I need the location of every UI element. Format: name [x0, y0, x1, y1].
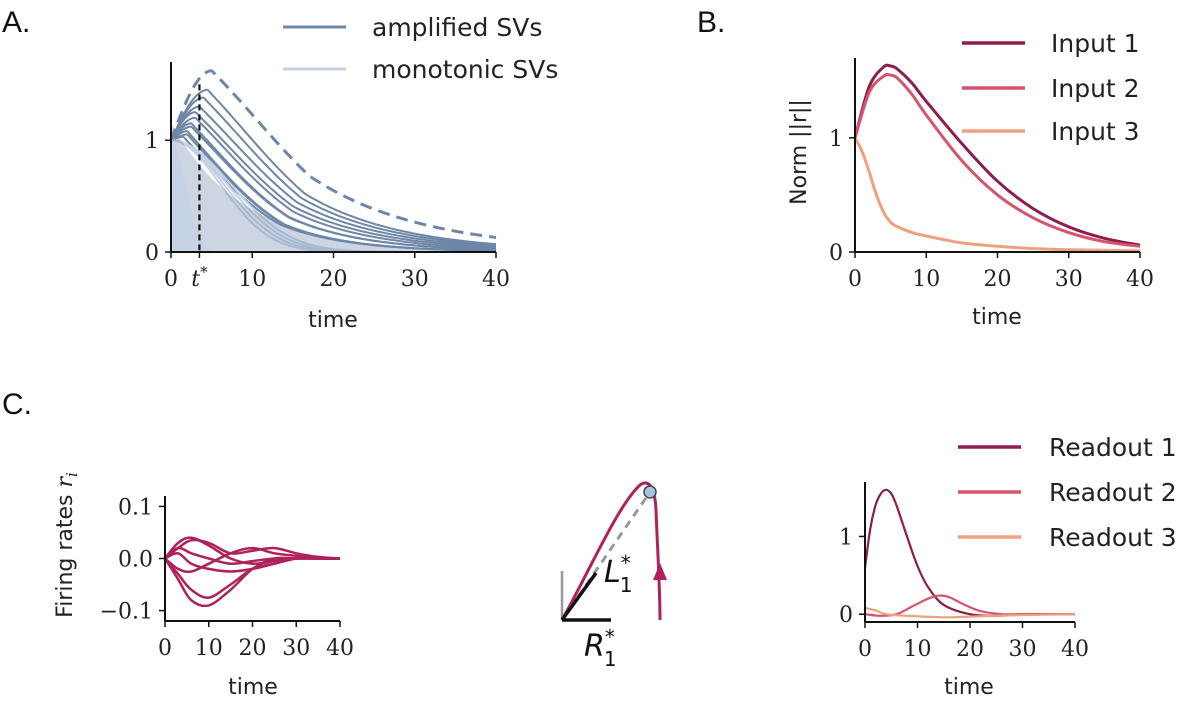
- legend-label-input-2: Input 2: [1051, 74, 1140, 103]
- amplified-sv-line: [170, 116, 497, 250]
- firing-rate-line: [164, 546, 340, 565]
- panel-c3-xtick-label: 30: [1009, 637, 1037, 662]
- l-vector-label: L* 1: [604, 551, 632, 597]
- panel-b-xtick-label: 10: [912, 267, 940, 292]
- panel-c3-ytick-label: 0: [839, 603, 853, 628]
- envelope-dashed-line: [169, 69, 497, 239]
- panel-a-xtick-label: t*: [191, 263, 208, 292]
- panel-b-legend: Input 1 Input 2 Input 3: [962, 29, 1140, 146]
- panel-c1-xtick-label: 30: [282, 636, 310, 661]
- panel-b-xtick-label: 20: [984, 267, 1012, 292]
- panel-c3-xtick-label: 40: [1061, 637, 1089, 662]
- panel-a-chart: 0 t* 10 20 30 40 0 1 time amplified SVs monoton…: [145, 13, 558, 333]
- panel-b-xtick-label: 0: [848, 267, 862, 292]
- panel-letter-b: B.: [697, 6, 725, 39]
- panel-c3-xtick-label: 10: [904, 637, 932, 662]
- panel-c1-xtick-label: 0: [158, 636, 172, 661]
- firing-rate-line: [164, 538, 341, 560]
- legend-label-monotonic: monotonic SVs: [372, 55, 558, 84]
- panel-c1-xtick-label: 10: [195, 636, 223, 661]
- panel-c-readout-series: [863, 488, 1076, 619]
- panel-a-legend: amplified SVs monotonic SVs: [283, 13, 558, 84]
- panel-b-xtick-label: 30: [1055, 267, 1083, 292]
- legend-label-input-3: Input 3: [1051, 117, 1140, 146]
- state-point-marker: [643, 485, 657, 499]
- amplified-sv-line: [170, 88, 497, 246]
- panel-c3-xtick-label: 0: [858, 637, 872, 662]
- input-2-line: [853, 72, 1141, 248]
- panel-a-series: [169, 69, 497, 253]
- amplified-sv-line: [170, 96, 497, 247]
- readout-2-line: [864, 594, 1075, 617]
- panel-a-ytick-label: 0: [145, 241, 159, 266]
- panel-a-xlabel: time: [308, 308, 358, 333]
- panel-c1-ytick-label: −0.1: [100, 600, 153, 625]
- readout-3-line: [864, 606, 1076, 619]
- panel-b-ticks: 0 10 20 30 40 0 1: [829, 127, 1154, 292]
- panel-c3-xlabel: time: [944, 675, 994, 700]
- panel-c-firing-rates-series: [163, 536, 341, 608]
- panel-letter-c: C.: [2, 388, 32, 421]
- panel-c3-ytick-label: 1: [839, 525, 853, 550]
- dashed-projection-line: [560, 491, 652, 621]
- amplified-sv-line: [170, 125, 497, 251]
- monotonic-sv-density-band: [171, 140, 269, 252]
- panel-c1-xlabel: time: [228, 675, 278, 700]
- l-vector: [560, 571, 598, 622]
- panel-c3-xtick-label: 20: [956, 637, 984, 662]
- panel-b-ylabel: Norm ||r||: [787, 99, 812, 205]
- panel-a-xtick-label: 30: [401, 267, 429, 292]
- panel-a-ytick-label: 1: [145, 129, 159, 154]
- amplified-sv-line: [170, 111, 497, 249]
- panel-c3-legend: Readout 1 Readout 2 Readout 3: [958, 433, 1177, 552]
- panel-a-xtick-label: 20: [320, 267, 348, 292]
- panel-a-xtick-label: 10: [238, 267, 266, 292]
- panel-c1-ticks: 0 10 20 30 40 0.1 0.0 −0.1: [100, 495, 354, 661]
- panel-c-state-space-diagram: L* 1 R* 1: [560, 481, 667, 671]
- panel-a-ticks: 0 t* 10 20 30 40 0 1: [145, 129, 510, 292]
- panel-c1-xtick-label: 40: [326, 636, 354, 661]
- legend-label-amplified: amplified SVs: [372, 13, 542, 42]
- trajectory-arrowhead: [653, 563, 667, 580]
- panel-c-readout-chart: 0 10 20 30 40 0 1 time Readout 1 Readout 2 Rea…: [839, 433, 1177, 700]
- legend-label-readout-2: Readout 2: [1049, 478, 1177, 507]
- legend-label-readout-3: Readout 3: [1049, 523, 1177, 552]
- amplified-sv-density-band: [171, 123, 496, 252]
- panel-c3-ticks: 0 10 20 30 40 0 1: [839, 525, 1089, 662]
- panel-b-series: [853, 63, 1141, 253]
- input-1-line: [853, 63, 1141, 247]
- r-vector-label: R* 1: [584, 625, 617, 671]
- panel-letter-a: A.: [2, 6, 30, 39]
- panel-c-firing-rates-chart: 0 10 20 30 40 0.1 0.0 −0.1 time Firing rates ri: [53, 472, 354, 700]
- readout-1-line: [863, 488, 1076, 617]
- panel-b-ytick-label: 0: [829, 241, 843, 266]
- panel-b-chart: 0 10 20 30 40 0 1 time Norm ||r|| Input 1 Inpu…: [787, 29, 1154, 330]
- panel-c1-ytick-label: 0.0: [118, 548, 153, 573]
- legend-label-input-1: Input 1: [1051, 29, 1140, 58]
- panel-a-xtick-label: 0: [164, 267, 178, 292]
- panel-a-xtick-label: 40: [482, 267, 510, 292]
- panel-b-xlabel: time: [972, 305, 1022, 330]
- amplified-sv-line: [170, 105, 497, 248]
- panel-c1-ylabel: Firing rates ri: [53, 472, 81, 618]
- input-3-line: [853, 137, 1141, 253]
- panel-c1-xtick-label: 20: [239, 636, 267, 661]
- legend-label-readout-1: Readout 1: [1049, 433, 1177, 462]
- panel-b-xtick-label: 40: [1126, 267, 1154, 292]
- panel-c1-ytick-label: 0.1: [118, 495, 153, 520]
- panel-b-ytick-label: 1: [829, 127, 843, 152]
